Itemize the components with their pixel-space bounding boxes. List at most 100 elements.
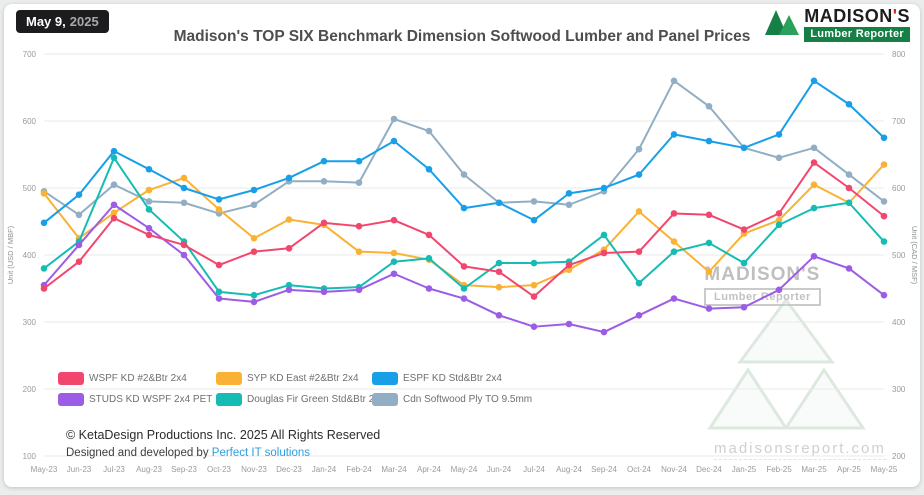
data-point[interactable]: [530, 323, 538, 330]
data-point[interactable]: [600, 328, 608, 336]
data-point[interactable]: [495, 259, 503, 267]
data-point[interactable]: [670, 77, 678, 85]
data-point[interactable]: [460, 204, 468, 212]
data-point[interactable]: [390, 270, 398, 278]
data-point[interactable]: [40, 265, 48, 272]
data-point[interactable]: [530, 216, 538, 224]
data-point[interactable]: [110, 214, 118, 222]
data-point[interactable]: [600, 231, 608, 239]
data-point[interactable]: [75, 258, 83, 265]
data-point[interactable]: [705, 102, 713, 110]
legend-item-espf[interactable]: ESPF KD Std&Btr 2x4: [372, 372, 532, 385]
data-point[interactable]: [390, 137, 398, 145]
data-point[interactable]: [495, 312, 503, 319]
legend-item-plywood[interactable]: Cdn Softwood Ply TO 9.5mm: [372, 393, 532, 406]
data-point[interactable]: [635, 208, 643, 215]
data-point[interactable]: [845, 100, 853, 108]
data-point[interactable]: [810, 253, 818, 260]
data-point[interactable]: [250, 234, 258, 242]
data-point[interactable]: [705, 239, 713, 247]
data-point[interactable]: [425, 255, 433, 262]
data-point[interactable]: [145, 224, 153, 232]
legend-item-syp[interactable]: SYP KD East #2&Btr 2x4: [216, 372, 366, 385]
data-point[interactable]: [250, 298, 258, 306]
data-point[interactable]: [215, 206, 223, 213]
data-point[interactable]: [215, 288, 223, 296]
data-point[interactable]: [320, 288, 328, 296]
data-point[interactable]: [215, 196, 223, 203]
data-point[interactable]: [495, 283, 503, 291]
data-point[interactable]: [565, 320, 573, 328]
data-point[interactable]: [355, 248, 363, 255]
data-point[interactable]: [880, 198, 888, 205]
data-point[interactable]: [670, 248, 678, 255]
legend-item-douglas-fir[interactable]: Douglas Fir Green Std&Btr 2x4: [216, 393, 385, 406]
data-point[interactable]: [495, 268, 503, 276]
data-point[interactable]: [425, 165, 433, 173]
data-point[interactable]: [460, 295, 468, 302]
data-point[interactable]: [810, 181, 818, 188]
credit-link[interactable]: Perfect IT solutions: [211, 447, 311, 459]
data-point[interactable]: [145, 206, 153, 213]
data-point[interactable]: [215, 295, 223, 302]
data-point[interactable]: [40, 219, 48, 227]
data-point[interactable]: [880, 161, 888, 168]
data-point[interactable]: [845, 171, 853, 178]
data-point[interactable]: [880, 291, 888, 299]
data-point[interactable]: [285, 174, 293, 182]
data-point[interactable]: [775, 286, 783, 294]
data-point[interactable]: [110, 147, 118, 155]
data-point[interactable]: [530, 259, 538, 267]
data-point[interactable]: [75, 241, 83, 249]
data-point[interactable]: [250, 201, 258, 209]
data-point[interactable]: [425, 127, 433, 135]
data-point[interactable]: [425, 285, 433, 292]
data-point[interactable]: [180, 184, 188, 192]
data-point[interactable]: [705, 305, 713, 312]
data-point[interactable]: [810, 77, 818, 85]
data-point[interactable]: [670, 131, 678, 138]
data-point[interactable]: [250, 291, 258, 299]
data-point[interactable]: [320, 219, 328, 227]
data-point[interactable]: [600, 184, 608, 192]
data-point[interactable]: [145, 186, 153, 194]
data-point[interactable]: [355, 286, 363, 294]
data-point[interactable]: [740, 144, 748, 152]
data-point[interactable]: [670, 295, 678, 302]
data-point[interactable]: [355, 179, 363, 186]
data-point[interactable]: [285, 281, 293, 289]
data-point[interactable]: [530, 281, 538, 289]
data-point[interactable]: [495, 199, 503, 207]
data-point[interactable]: [215, 261, 223, 269]
data-point[interactable]: [705, 211, 713, 219]
data-point[interactable]: [880, 212, 888, 220]
data-point[interactable]: [250, 248, 258, 255]
data-point[interactable]: [600, 249, 608, 257]
data-point[interactable]: [320, 178, 328, 185]
data-point[interactable]: [110, 209, 118, 217]
data-point[interactable]: [810, 144, 818, 152]
data-point[interactable]: [635, 248, 643, 255]
data-point[interactable]: [670, 238, 678, 245]
data-point[interactable]: [285, 245, 293, 252]
data-point[interactable]: [705, 137, 713, 145]
data-point[interactable]: [775, 210, 783, 217]
data-point[interactable]: [145, 231, 153, 239]
data-point[interactable]: [880, 238, 888, 245]
data-point[interactable]: [845, 184, 853, 192]
data-point[interactable]: [845, 199, 853, 207]
data-point[interactable]: [460, 171, 468, 178]
data-point[interactable]: [40, 190, 48, 197]
data-point[interactable]: [810, 159, 818, 166]
data-point[interactable]: [635, 171, 643, 178]
data-point[interactable]: [740, 303, 748, 311]
data-point[interactable]: [75, 211, 83, 219]
data-point[interactable]: [75, 191, 83, 198]
data-point[interactable]: [880, 134, 888, 142]
data-point[interactable]: [390, 216, 398, 224]
data-point[interactable]: [565, 266, 573, 274]
data-point[interactable]: [180, 251, 188, 259]
data-point[interactable]: [775, 216, 783, 224]
legend-item-studs[interactable]: STUDS KD WSPF 2x4 PET: [58, 393, 212, 406]
data-point[interactable]: [110, 154, 118, 162]
